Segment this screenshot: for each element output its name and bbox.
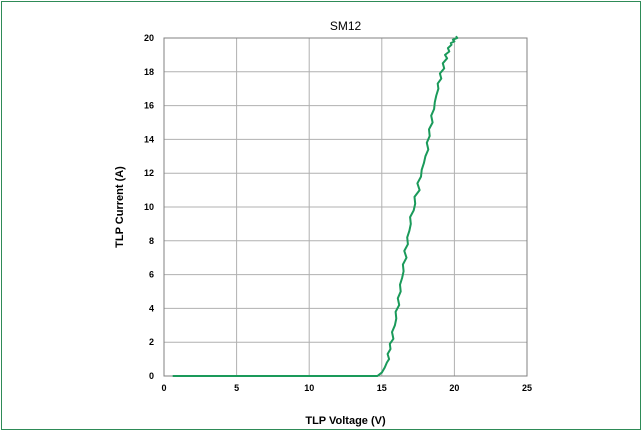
y-tick-label: 4	[149, 303, 154, 313]
x-tick-label: 25	[522, 383, 532, 393]
y-tick-label: 0	[149, 371, 154, 381]
x-tick-label: 20	[449, 383, 459, 393]
x-tick-label: 10	[304, 383, 314, 393]
x-axis-label: TLP Voltage (V)	[305, 415, 386, 427]
grid-lines	[163, 37, 528, 377]
y-tick-label: 18	[144, 67, 154, 77]
y-tick-label: 10	[144, 202, 154, 212]
chart-title: SM12	[330, 19, 362, 33]
y-tick-label: 20	[144, 33, 154, 43]
y-tick-label: 12	[144, 168, 154, 178]
x-tick-label: 0	[161, 383, 166, 393]
y-tick-label: 6	[149, 270, 154, 280]
x-tick-label: 5	[234, 383, 239, 393]
y-tick-label: 2	[149, 337, 154, 347]
series-line	[172, 35, 459, 377]
x-axis-ticks: 0 5 10 15 20 25	[161, 383, 532, 393]
y-tick-label: 16	[144, 101, 154, 111]
y-tick-label: 8	[149, 236, 154, 246]
x-tick-label: 15	[377, 383, 387, 393]
y-axis-label: TLP Current (A)	[114, 166, 126, 248]
y-tick-label: 14	[144, 134, 154, 144]
y-axis-ticks: 0 2 4 6 8 10 12 14 16 18 20	[144, 33, 154, 381]
